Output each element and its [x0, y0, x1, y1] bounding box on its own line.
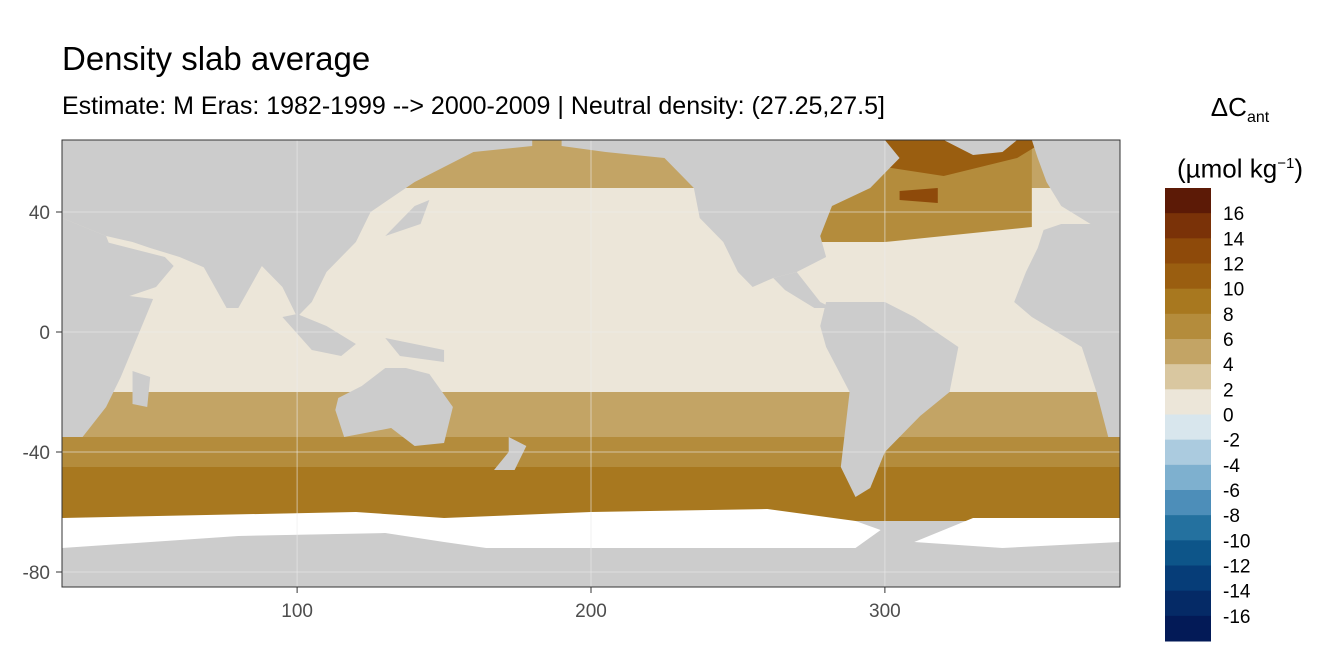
legend-swatch-7 [1165, 364, 1211, 390]
chart-subtitle: Estimate: M Eras: 1982-1999 --> 2000-200… [62, 92, 885, 120]
land-europe-west [1031, 140, 1120, 224]
legend-title-main: ΔC [1210, 92, 1247, 122]
land-australia [335, 368, 453, 446]
legend-label-5: 6 [1223, 330, 1234, 351]
legend-swatch-2 [1165, 238, 1211, 264]
legend-swatch-17 [1165, 615, 1211, 642]
legend-label-9: -2 [1223, 431, 1240, 452]
legend-swatch-5 [1165, 313, 1211, 340]
legend-label-4: 8 [1223, 305, 1234, 326]
land-new-guinea [385, 338, 445, 362]
x-tick-label-1: 200 [575, 601, 607, 622]
patch-labrador-sea [899, 188, 938, 203]
legend-label-12: -8 [1223, 506, 1240, 527]
legend-label-14: -12 [1223, 557, 1250, 578]
patch-subpolar-gyre [884, 140, 1047, 176]
legend-swatch-16 [1165, 590, 1211, 617]
legend-swatch-13 [1165, 515, 1211, 541]
legend-swatch-9 [1165, 414, 1211, 441]
land-south-america [820, 302, 959, 497]
legend-unit-pre: (µmol kg [1177, 153, 1278, 184]
land-new-zealand [494, 437, 527, 470]
legend-label-2: 12 [1223, 255, 1244, 276]
legend-label-6: 4 [1223, 355, 1234, 376]
legend-swatch-14 [1165, 540, 1211, 566]
land-greenland [943, 140, 1018, 155]
land-north-america [561, 140, 900, 287]
legend-swatch-1 [1165, 213, 1211, 239]
land-africa [62, 218, 154, 437]
y-tick-label-1: 0 [39, 323, 50, 344]
land-indonesia [282, 314, 356, 356]
land-india [203, 260, 262, 308]
antarctica [62, 524, 1120, 587]
y-tick-label-2: -40 [23, 443, 50, 464]
y-tick-label-0: 40 [29, 203, 50, 224]
legend-unit-sup: −1 [1277, 155, 1295, 173]
legend-swatch-11 [1165, 464, 1211, 491]
legend-swatch-6 [1165, 339, 1211, 365]
legend-swatch-10 [1165, 439, 1211, 466]
legend-label-10: -4 [1223, 456, 1240, 477]
x-tick-label-0: 100 [281, 601, 313, 622]
land-africa-wrap [1014, 224, 1120, 437]
legend-swatch-12 [1165, 490, 1211, 516]
legend-swatch-4 [1165, 288, 1211, 315]
legend-title-sub: ant [1246, 109, 1270, 127]
legend-swatch-15 [1165, 565, 1211, 592]
legend-label-7: 2 [1223, 380, 1234, 401]
legend-label-15: -14 [1223, 582, 1251, 603]
legend-swatch-8 [1165, 389, 1211, 415]
x-tick-label-2: 300 [869, 601, 901, 622]
chart-title: Density slab average [62, 40, 371, 77]
legend-label-3: 10 [1223, 280, 1244, 301]
legend-unit-post: ) [1294, 153, 1303, 184]
y-tick-label-3: -80 [23, 563, 50, 584]
land-japan [385, 200, 430, 236]
legend-label-8: 0 [1223, 406, 1234, 427]
land-arabia [106, 242, 174, 296]
legend-swatch-0 [1165, 188, 1211, 214]
legend-label-13: -10 [1223, 531, 1250, 552]
legend-label-0: 16 [1223, 204, 1244, 225]
legend-label-11: -6 [1223, 481, 1240, 502]
legend-label-1: 14 [1223, 229, 1245, 250]
land-madagascar [132, 371, 151, 407]
land-central-america [773, 272, 832, 308]
legend-label-16: -16 [1223, 607, 1250, 628]
legend-title: ΔCant (µmol kg−1) [1150, 84, 1330, 192]
legend-swatch-3 [1165, 263, 1211, 290]
